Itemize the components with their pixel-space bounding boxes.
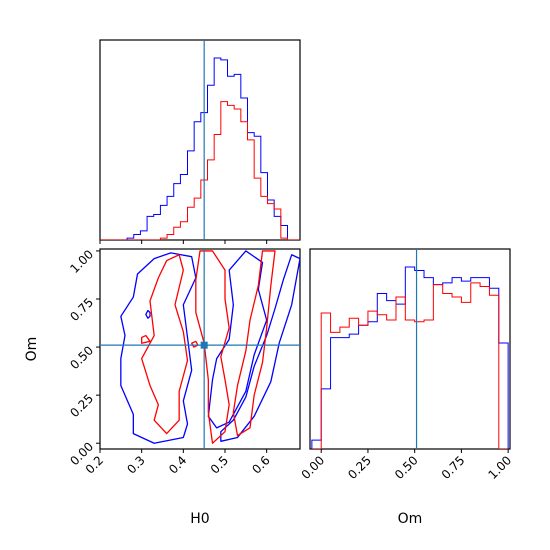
om-xtick-label-0: 0.00: [299, 453, 328, 482]
contour-blue-0: [120, 252, 197, 444]
om-marginal-panel: [309, 248, 511, 450]
truth-marker: [200, 341, 208, 349]
om-hist-blue: [311, 266, 509, 449]
om-xtick-label-3: 0.75: [439, 453, 468, 482]
joint-contour-clip: [120, 250, 300, 444]
contour-red-3: [141, 334, 151, 344]
contour-blue-3: [145, 309, 151, 319]
tick-layer: 0.2 0.3 0.4 0.5 0.60.000.250.500.751.000.00 0…: [67, 240, 514, 482]
om-xtick-label-2: 0.50: [392, 453, 421, 482]
om-hist-clip: [311, 266, 509, 449]
h0-marginal-frame: [99, 39, 301, 241]
contour-red-4: [191, 340, 199, 348]
h0-marginal-panel: [99, 39, 301, 241]
h0-tick-label-4: 0.6: [249, 453, 272, 476]
h0-hist-red: [100, 101, 300, 240]
om-xtick-label-4: 1.00: [485, 453, 514, 482]
contour-blue-1: [220, 254, 300, 442]
ylabel-om: Om: [24, 337, 40, 362]
contour-blue-2: [207, 250, 268, 429]
contour-red-0: [141, 254, 189, 435]
om-ytick-label-2: 0.50: [67, 343, 96, 372]
h0-hist-clip: [100, 57, 300, 240]
om-ytick-label-1: 0.25: [67, 391, 96, 420]
om-xtick-label-1: 0.25: [345, 453, 374, 482]
h0-om-joint-panel: [99, 248, 301, 450]
om-ytick-label-4: 1.00: [67, 247, 96, 276]
h0-tick-label-1: 0.3: [124, 453, 147, 476]
h0-tick-label-3: 0.5: [208, 453, 231, 476]
xlabel-h0: H0: [190, 511, 209, 527]
om-ytick-label-3: 0.75: [67, 295, 96, 324]
xlabel-om: Om: [398, 511, 423, 527]
contour-red-2: [232, 250, 276, 437]
om-hist-red: [311, 282, 509, 449]
h0-hist-blue: [100, 57, 300, 240]
h0-tick-label-2: 0.4: [166, 453, 189, 476]
om-marginal-frame: [309, 248, 511, 450]
joint-frame: [99, 248, 301, 450]
contour-red-1: [195, 250, 230, 444]
